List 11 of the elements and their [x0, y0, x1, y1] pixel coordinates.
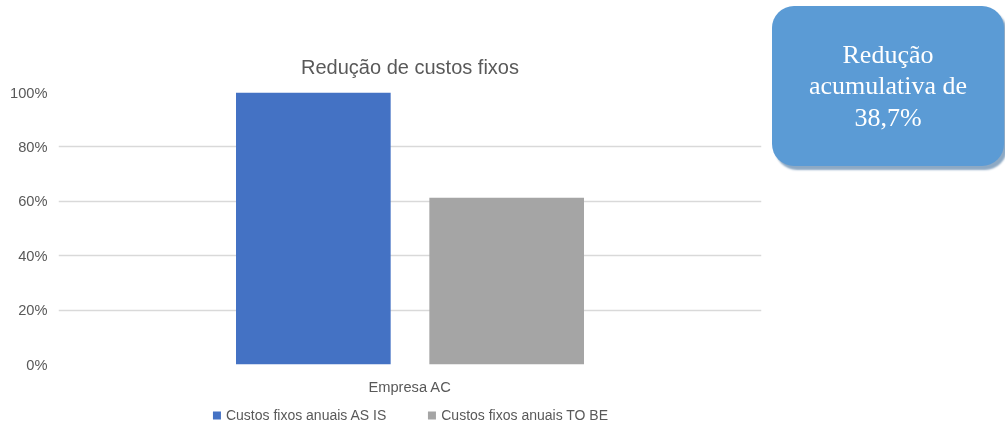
y-tick-label: 20%	[18, 302, 48, 319]
y-tick-label: 0%	[26, 356, 48, 373]
chart-title: Redução de custos fixos	[301, 55, 519, 78]
y-tick-label: 40%	[18, 247, 48, 264]
legend-label: Custos fixos anuais AS IS	[225, 407, 387, 423]
y-tick-label: 80%	[18, 138, 48, 155]
y-tick-label: 60%	[18, 193, 48, 210]
x-tick-label: Empresa AC	[368, 378, 452, 395]
y-tick-label: 100%	[10, 84, 48, 101]
text: Redução acumulativa de 38,7%	[808, 39, 968, 133]
legend-label: Custos fixos anuais TO BE	[441, 407, 609, 423]
